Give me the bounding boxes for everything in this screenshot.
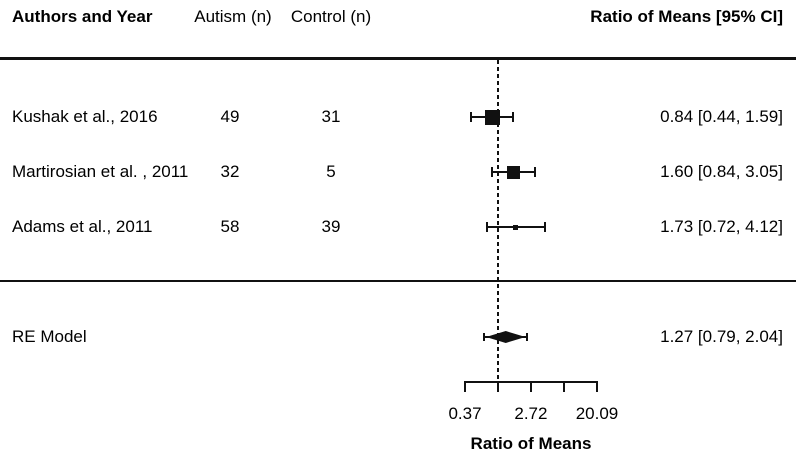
study-control-n: 31 (321, 107, 341, 126)
summary-separator-rule (0, 280, 796, 282)
study-label: Adams et al., 2011 (12, 217, 153, 236)
x-axis-tick (596, 381, 598, 392)
study-label: Martirosian et al. , 2011 (12, 162, 189, 181)
col-header-authors: Authors and Year (12, 7, 153, 26)
x-axis-tick-label: 2.72 (514, 404, 548, 423)
col-header-autism-n: Autism (n) (194, 7, 272, 26)
x-axis-tick-label: 20.09 (575, 404, 619, 423)
summary-ci-text: 1.27 [0.79, 2.04] (660, 327, 783, 346)
study-autism-n: 49 (220, 107, 240, 126)
study-ci-text: 0.84 [0.44, 1.59] (660, 107, 783, 126)
x-axis-tick-label: 0.37 (448, 404, 482, 423)
ci-cap-right (512, 112, 515, 122)
x-axis-tick (562, 381, 565, 392)
x-axis-title: Ratio of Means (470, 434, 592, 453)
summary-cap-right (526, 333, 529, 341)
ci-cap-right (533, 167, 536, 177)
study-autism-n: 58 (220, 217, 240, 236)
estimate-marker (513, 224, 519, 230)
col-header-ratio-ci: Ratio of Means [95% CI] (590, 7, 783, 26)
study-label: Kushak et al., 2016 (12, 107, 158, 126)
summary-label: RE Model (12, 327, 87, 346)
estimate-marker (484, 109, 500, 125)
ci-cap-left (469, 112, 472, 122)
study-autism-n: 32 (220, 162, 240, 181)
study-control-n: 5 (326, 162, 336, 181)
ci-cap-left (491, 167, 494, 177)
study-control-n: 39 (321, 217, 341, 236)
ci-cap-left (486, 222, 488, 232)
ci-cap-right (543, 222, 546, 232)
summary-diamond (486, 331, 526, 343)
study-ci-text: 1.73 [0.72, 4.12] (660, 217, 783, 236)
x-axis-tick (529, 381, 532, 392)
col-header-control-n: Control (n) (290, 7, 372, 26)
reference-line (496, 60, 499, 381)
summary-cap-left (483, 333, 486, 341)
x-axis-tick (464, 381, 466, 392)
header-rule (0, 57, 796, 60)
x-axis-tick (496, 381, 499, 392)
study-ci-text: 1.60 [0.84, 3.05] (660, 162, 783, 181)
estimate-marker (506, 165, 520, 179)
